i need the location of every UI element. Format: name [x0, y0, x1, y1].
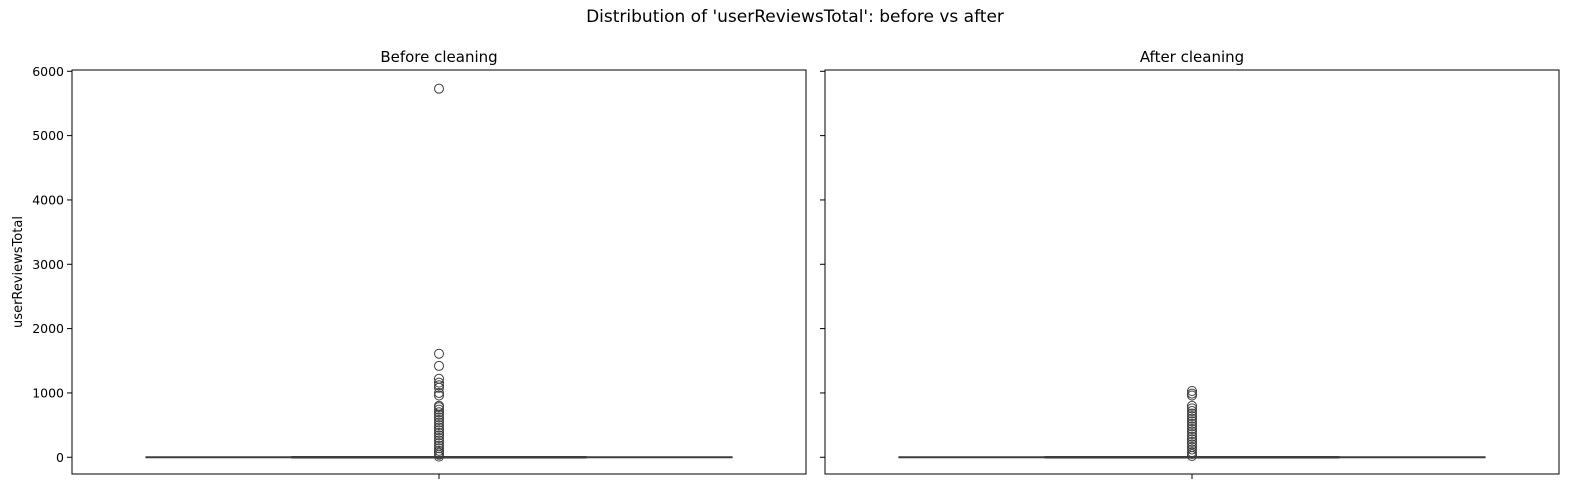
- outlier-point: [1187, 386, 1197, 397]
- outlier-point: [434, 380, 444, 391]
- outlier-point: [434, 360, 444, 371]
- outlier-point: [434, 417, 444, 428]
- outlier-point: [434, 414, 444, 425]
- subplot-title: After cleaning: [1140, 48, 1244, 66]
- outlier-point: [434, 451, 444, 462]
- outlier-point: [1187, 418, 1197, 429]
- outlier-point: [1187, 416, 1197, 427]
- outlier-point: [1187, 431, 1197, 442]
- plot-frame: [71, 69, 807, 475]
- plot-frame: [824, 69, 1560, 475]
- outlier-point: [1187, 450, 1197, 461]
- outlier-point: [1187, 405, 1197, 416]
- outlier-point: [434, 382, 444, 393]
- outlier-point: [434, 412, 444, 423]
- outlier-point: [434, 402, 444, 413]
- outlier-point: [434, 430, 444, 441]
- outlier-point: [434, 425, 444, 436]
- outlier-point: [1187, 408, 1197, 419]
- outlier-point: [1187, 434, 1197, 445]
- outlier-point: [1187, 421, 1197, 432]
- outlier-point: [434, 422, 444, 433]
- outlier-point: [1187, 444, 1197, 455]
- subplot-after-cleaning: After cleaning: [820, 48, 1560, 479]
- outlier-point: [434, 377, 444, 388]
- y-axis-label: userReviewsTotal: [11, 216, 26, 328]
- y-tick-label: 1000: [32, 385, 64, 400]
- outlier-point: [1187, 436, 1197, 447]
- outlier-point: [434, 83, 444, 94]
- outlier-point: [1187, 423, 1197, 434]
- y-tick-label: 4000: [32, 192, 64, 207]
- outlier-point: [1187, 426, 1197, 437]
- outlier-point: [1187, 403, 1197, 414]
- outlier-point: [434, 390, 444, 401]
- y-tick-label: 6000: [32, 64, 64, 79]
- subplot-title: Before cleaning: [380, 48, 497, 66]
- outlier-point: [434, 435, 444, 446]
- outlier-point: [434, 432, 444, 443]
- y-tick-label: 3000: [32, 257, 64, 272]
- outlier-point: [434, 348, 444, 359]
- figure-title: Distribution of 'userReviewsTotal': befo…: [586, 7, 1004, 27]
- outlier-point: [434, 409, 444, 420]
- outlier-point: [434, 407, 444, 418]
- outlier-point: [1187, 390, 1197, 401]
- outlier-point: [434, 420, 444, 431]
- y-tick-label: 0: [56, 450, 64, 465]
- outlier-point: [434, 427, 444, 438]
- outlier-point: [1187, 439, 1197, 450]
- y-tick-label: 5000: [32, 128, 64, 143]
- outlier-point: [1187, 413, 1197, 424]
- outlier-point: [434, 404, 444, 415]
- outlier-point: [434, 387, 444, 398]
- y-tick-label: 2000: [32, 321, 64, 336]
- outlier-point: [1187, 400, 1197, 411]
- outlier-point: [1187, 429, 1197, 440]
- outlier-point: [434, 443, 444, 454]
- outlier-point: [434, 438, 444, 449]
- outlier-point: [1187, 411, 1197, 422]
- subplot-before-cleaning: Before cleaning 0 1000 2000 3000 4000 5000 6000…: [11, 48, 807, 479]
